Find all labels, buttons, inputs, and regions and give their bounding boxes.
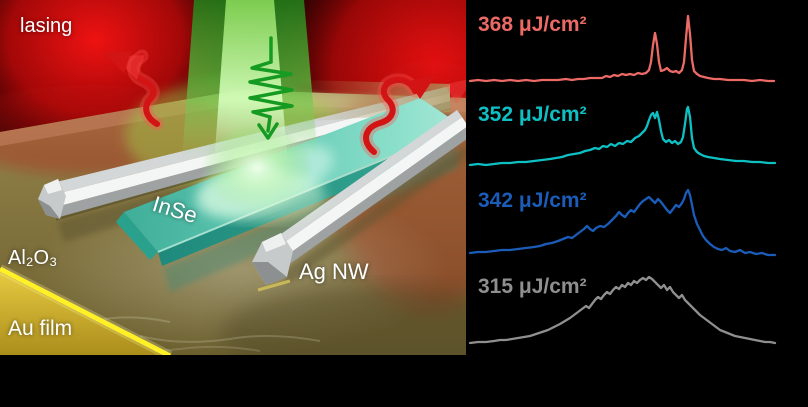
spectrum-label-368: 368 μJ/cm² — [478, 13, 587, 36]
lasing-arrow-right — [359, 73, 466, 159]
label-ag-nw: Ag NW — [299, 259, 369, 284]
spectrum-label-342: 342 μJ/cm² — [478, 189, 587, 212]
lasing-arrow-left — [103, 49, 164, 131]
pump-beam — [182, 0, 326, 222]
spectrum-curve-315 — [468, 275, 777, 345]
spectrum-label-315: 315 μJ/cm² — [478, 275, 587, 298]
label-lasing: lasing — [20, 15, 73, 37]
schematic-panel — [0, 0, 466, 355]
spectrum-curve-368 — [468, 14, 776, 83]
au-film — [0, 264, 173, 355]
spectrum-curve-342 — [468, 188, 777, 257]
spectrum-curve-352 — [468, 105, 777, 167]
silver-nanowire-right — [252, 110, 466, 292]
spectrum-label-352: 352 μJ/cm² — [478, 103, 587, 126]
pump-pulse-icon — [248, 36, 294, 140]
label-au-film: Au film — [8, 317, 73, 340]
label-al2o3: Al₂O₃ — [8, 247, 58, 269]
